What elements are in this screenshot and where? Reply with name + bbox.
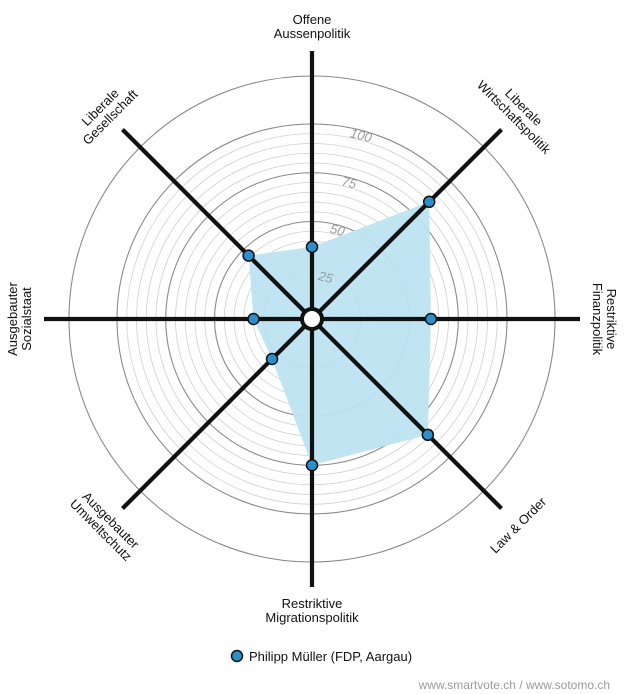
legend: Philipp Müller (FDP, Aargau) xyxy=(230,649,412,664)
data-point xyxy=(424,312,438,326)
axis-label: Finanzpolitik xyxy=(590,283,605,356)
footer-credit: www.smartvote.ch / www.sotomo.ch xyxy=(418,678,610,692)
axis-label: Sozialstaat xyxy=(19,287,34,351)
data-point xyxy=(421,428,435,442)
axis-line xyxy=(310,128,503,321)
axis-label: Aussenpolitik xyxy=(274,26,351,41)
tick-labels: 25 50 75 100 xyxy=(316,125,374,286)
axis-label: Restriktive xyxy=(282,596,343,611)
data-point xyxy=(305,459,319,472)
axis-label: Ausgebauter xyxy=(5,281,20,355)
data-point xyxy=(265,352,279,366)
tick-label: 75 xyxy=(340,174,358,192)
axis-line xyxy=(121,128,314,321)
tick-label: 25 xyxy=(316,268,335,286)
axis-label-group: Ausgebauter Sozialstaat xyxy=(5,281,34,355)
tick-label: 50 xyxy=(329,221,347,239)
axis-label: Restriktive xyxy=(604,289,619,350)
axis-line xyxy=(121,317,314,510)
data-point xyxy=(422,195,436,209)
axis-label: Offene xyxy=(293,12,332,27)
legend-label: Philipp Müller (FDP, Aargau) xyxy=(249,649,412,664)
data-point xyxy=(247,312,260,326)
data-point xyxy=(242,249,255,262)
data-point xyxy=(305,240,319,254)
axis-label: Migrationspolitik xyxy=(265,610,359,625)
center-hub xyxy=(300,307,324,331)
axis-lines xyxy=(44,51,580,587)
series-area xyxy=(248,201,431,466)
axis-line xyxy=(310,317,503,510)
tick-label: 100 xyxy=(349,125,374,145)
legend-marker xyxy=(230,649,244,663)
data-points xyxy=(242,195,438,472)
data-area xyxy=(248,201,431,466)
